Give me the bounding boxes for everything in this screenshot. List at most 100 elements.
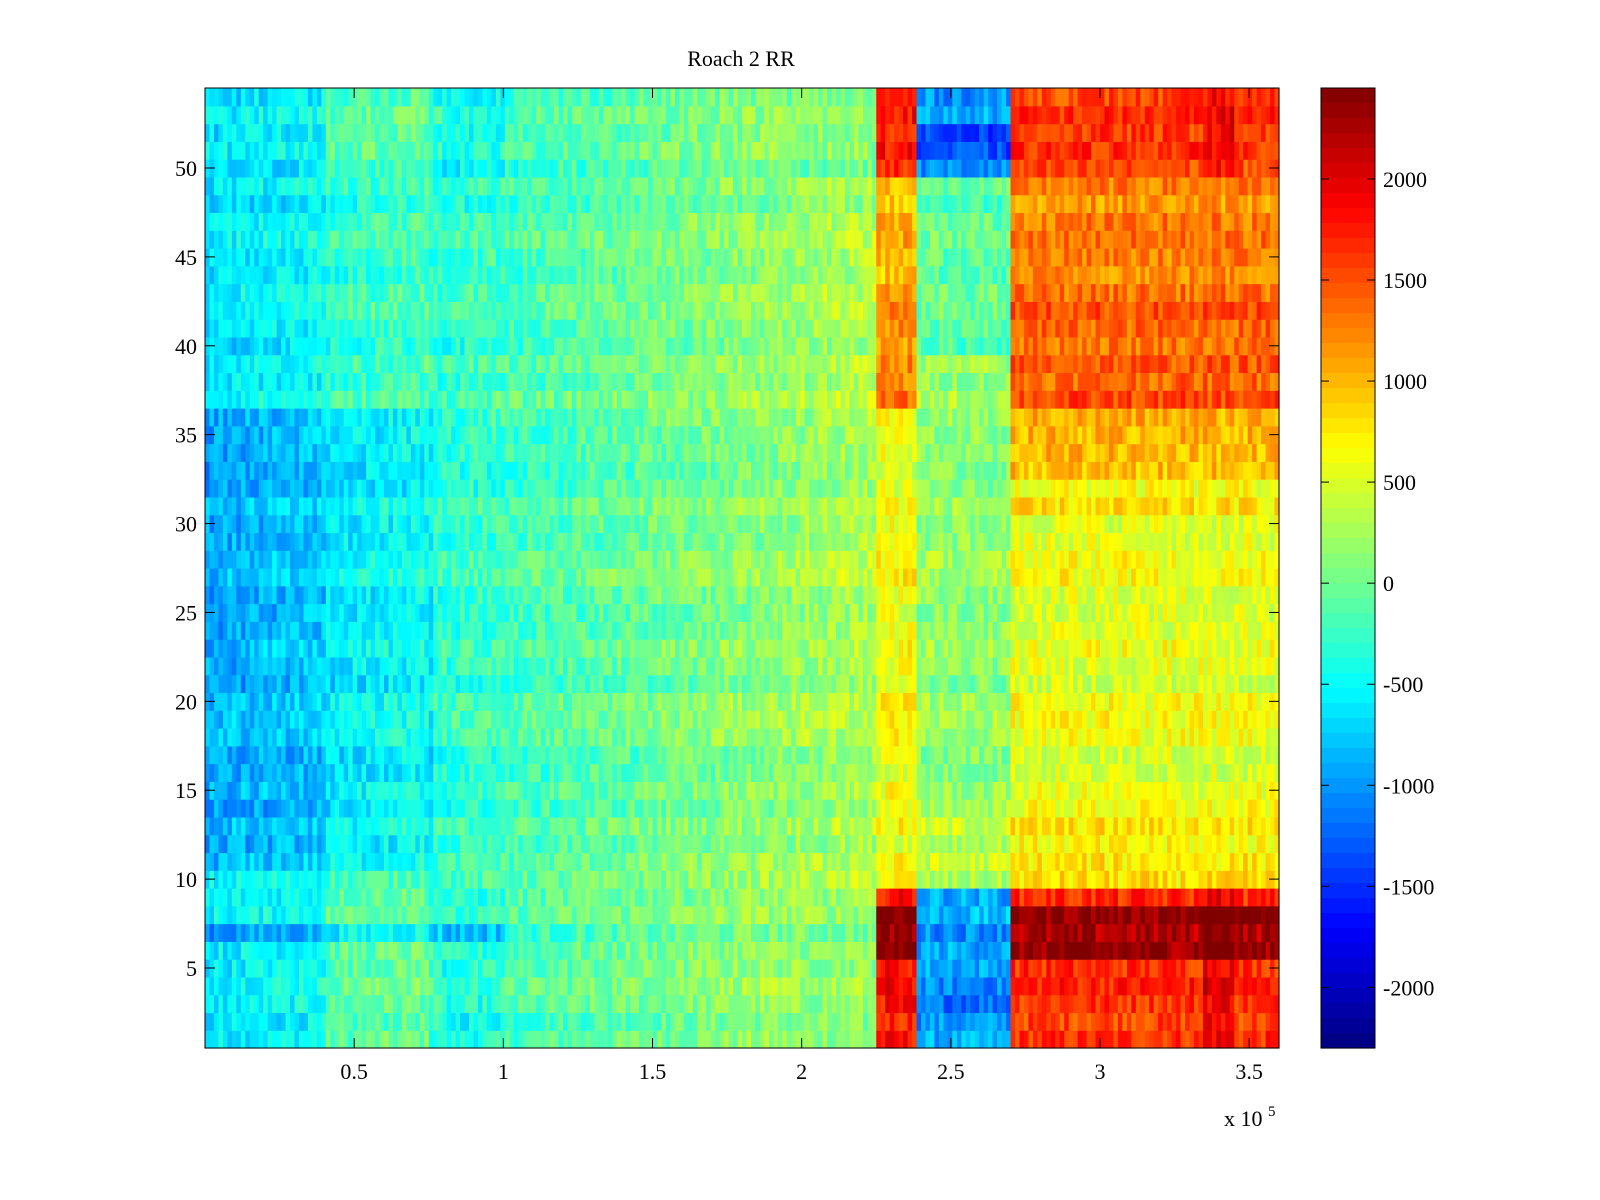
heatmap-cell (353, 924, 358, 942)
heatmap-cell (420, 924, 425, 942)
heatmap-cell (348, 888, 353, 906)
heatmap-cell (290, 817, 295, 835)
heatmap-cell (738, 799, 743, 817)
heatmap-cell (644, 799, 649, 817)
heatmap-cell (635, 941, 640, 959)
heatmap-cell (1145, 1012, 1150, 1030)
heatmap-cell (223, 781, 228, 799)
heatmap-cell (675, 959, 680, 977)
heatmap-cell (872, 1012, 877, 1030)
heatmap-cell (1073, 781, 1078, 799)
heatmap-cell (988, 906, 993, 924)
heatmap-cell (666, 852, 671, 870)
heatmap-cell (666, 888, 671, 906)
heatmap-cell (930, 799, 935, 817)
heatmap-cell (688, 764, 693, 782)
heatmap-cell (509, 781, 514, 799)
heatmap-cell (1118, 835, 1123, 853)
heatmap-cell (657, 1030, 662, 1048)
heatmap-cell (818, 906, 823, 924)
heatmap-cell (357, 835, 362, 853)
heatmap-cell (585, 995, 590, 1013)
heatmap-cell (720, 710, 725, 728)
heatmap-cell (205, 710, 210, 728)
heatmap-cell (518, 995, 523, 1013)
heatmap-cell (769, 781, 774, 799)
heatmap-cell (487, 692, 492, 710)
heatmap-cell (1176, 710, 1181, 728)
heatmap-cell (290, 977, 295, 995)
heatmap-cell (925, 977, 930, 995)
heatmap-cell (903, 995, 908, 1013)
heatmap-cell (832, 852, 837, 870)
heatmap-cell (424, 675, 429, 693)
heatmap-cell (760, 835, 765, 853)
heatmap-cell (1060, 995, 1065, 1013)
heatmap-cell (1140, 817, 1145, 835)
heatmap-cell (384, 959, 389, 977)
heatmap-cell (245, 977, 250, 995)
heatmap-cell (1230, 1030, 1235, 1048)
heatmap-cell (388, 941, 393, 959)
heatmap-cell (1127, 1030, 1132, 1048)
heatmap-cell (536, 1030, 541, 1048)
heatmap-cell (1163, 870, 1168, 888)
heatmap-cell (849, 764, 854, 782)
heatmap-cell (1234, 888, 1239, 906)
heatmap-cell (818, 781, 823, 799)
heatmap-cell (1167, 799, 1172, 817)
heatmap-cell (478, 977, 483, 995)
heatmap-cell (746, 906, 751, 924)
heatmap-cell (1176, 764, 1181, 782)
heatmap-cell (791, 1012, 796, 1030)
heatmap-cell (286, 959, 291, 977)
heatmap-cell (541, 728, 546, 746)
heatmap-cell (1069, 817, 1074, 835)
heatmap-cell (993, 817, 998, 835)
heatmap-cell (724, 924, 729, 942)
heatmap-cell (371, 835, 376, 853)
heatmap-cell (545, 675, 550, 693)
heatmap-cell (1037, 675, 1042, 693)
heatmap-cell (241, 995, 246, 1013)
heatmap-cell (402, 906, 407, 924)
heatmap-cell (1127, 852, 1132, 870)
heatmap-cell (912, 835, 917, 853)
heatmap-cell (675, 995, 680, 1013)
heatmap-cell (227, 959, 232, 977)
heatmap-cell (952, 746, 957, 764)
heatmap-cell (1100, 906, 1105, 924)
heatmap-cell (715, 1012, 720, 1030)
heatmap-cell (384, 995, 389, 1013)
heatmap-cell (1006, 941, 1011, 959)
heatmap-cell (1019, 781, 1024, 799)
heatmap-cell (594, 799, 599, 817)
heatmap-cell (984, 746, 989, 764)
heatmap-cell (872, 1030, 877, 1048)
heatmap-cell (496, 817, 501, 835)
heatmap-cell (259, 870, 264, 888)
heatmap-cell (1037, 977, 1042, 995)
heatmap-cell (1203, 799, 1208, 817)
heatmap-cell (348, 870, 353, 888)
heatmap-cell (832, 959, 837, 977)
heatmap-cell (809, 728, 814, 746)
heatmap-cell (800, 959, 805, 977)
heatmap-cell (272, 1012, 277, 1030)
heatmap-cell (1198, 746, 1203, 764)
heatmap-cell (867, 764, 872, 782)
heatmap-cell (1055, 728, 1060, 746)
heatmap-cell (876, 675, 881, 693)
heatmap-cell (1060, 728, 1065, 746)
heatmap-cell (487, 888, 492, 906)
heatmap-cell (321, 1012, 326, 1030)
heatmap-cell (241, 817, 246, 835)
heatmap-cell (518, 852, 523, 870)
heatmap-cell (1122, 870, 1127, 888)
heatmap-cell (205, 941, 210, 959)
heatmap-cell (867, 995, 872, 1013)
heatmap-cell (760, 888, 765, 906)
heatmap-cell (460, 1030, 465, 1048)
heatmap-cell (1163, 835, 1168, 853)
heatmap-cell (268, 1030, 273, 1048)
